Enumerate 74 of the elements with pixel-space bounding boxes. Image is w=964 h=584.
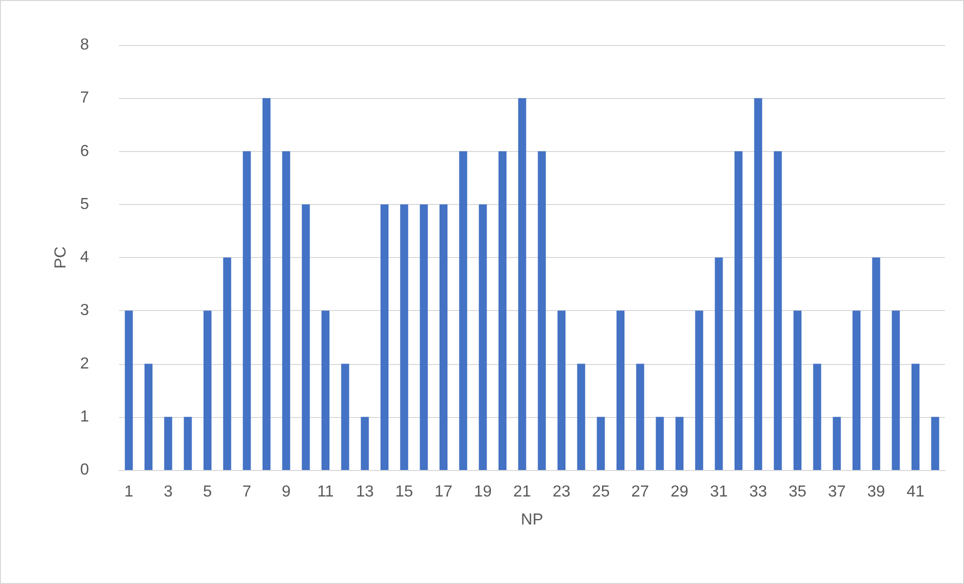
y-tick-label: 0 [80,462,90,478]
bar [616,310,624,470]
bar [124,310,133,470]
bar [794,310,802,470]
bar [695,310,704,470]
y-tick-label: 7 [80,90,90,107]
bar [322,310,330,470]
y-tick-label: 8 [80,36,90,54]
bar [676,416,684,470]
bar [262,98,270,470]
bar [223,258,232,470]
y-tick-label: 2 [80,355,90,372]
x-tick-label: 29 [670,484,688,500]
bar [302,204,310,470]
bar [498,151,506,470]
x-tick-label: 19 [474,484,492,500]
bar [596,416,605,470]
x-tick-label: 15 [395,484,414,500]
x-tick-label: 33 [749,484,768,500]
x-tick-label: 23 [552,484,570,500]
bar [931,416,940,470]
bar [636,364,644,470]
bar [400,204,408,470]
y-axis-title: PC [52,246,70,269]
y-tick-label: 4 [80,249,90,266]
x-tick-label: 39 [867,484,886,500]
x-tick-label: 3 [164,484,173,500]
bar [813,364,822,470]
bar [912,364,920,470]
bar [734,151,742,470]
x-tick-label: 41 [906,484,924,500]
bar [852,310,860,470]
x-tick-label: 5 [203,484,212,500]
bar [242,151,251,470]
x-tick-label: 27 [631,484,650,500]
bar [420,204,428,470]
x-tick-label: 25 [592,484,610,500]
bar [872,258,880,470]
bar [892,310,900,470]
bar [204,310,212,470]
bar [360,416,369,470]
bar [754,98,762,470]
bar [832,416,841,470]
x-tick-label: 35 [788,484,806,500]
bar [478,204,487,470]
x-tick-label: 7 [242,484,252,500]
x-tick-label: 9 [282,484,291,500]
x-tick-label: 37 [828,484,846,500]
bar [656,416,664,470]
bar [380,204,388,470]
bar [164,416,172,470]
y-tick-label: 3 [80,302,90,320]
bar [518,98,526,470]
bar [440,204,448,470]
y-tick-label: 6 [80,142,90,160]
bar [558,310,566,470]
x-tick-label: 1 [124,484,134,500]
bar [341,364,350,470]
bar [714,258,723,470]
x-axis-title: NP [520,512,544,528]
x-tick-label: 13 [356,484,374,500]
x-tick-label: 31 [710,484,728,500]
bar [184,416,192,470]
x-tick-label: 21 [513,484,532,500]
x-tick-label: 11 [317,484,334,500]
bar [538,151,546,470]
bar [577,364,586,470]
bar [459,151,468,470]
bar [282,151,290,470]
x-tick-label: 17 [434,484,452,500]
bar [144,364,152,470]
y-tick-label: 1 [80,408,90,426]
bar [774,151,782,470]
y-tick-label: 5 [80,196,90,213]
